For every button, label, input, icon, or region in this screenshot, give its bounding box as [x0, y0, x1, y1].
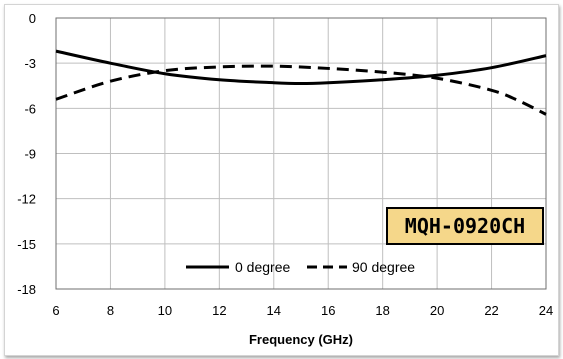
x-tick-label: 24 — [539, 303, 553, 318]
legend: 0 degree 90 degree — [186, 259, 415, 275]
model-badge-box — [386, 207, 544, 245]
x-tick-label: 22 — [484, 303, 498, 318]
x-axis-label: Frequency (GHz) — [249, 332, 353, 347]
series-line-0 — [55, 49, 547, 85]
y-tick-label: -6 — [24, 101, 36, 116]
y-tick-label: -18 — [17, 282, 36, 297]
y-tick-label: -12 — [17, 192, 36, 207]
x-tick-label: 12 — [212, 303, 226, 318]
model-badge-text: MQH-0920CH — [405, 214, 525, 238]
legend-label-90-degree: 90 degree — [352, 259, 415, 275]
y-tick-label: 0 — [29, 11, 36, 26]
plot-area-border — [55, 17, 547, 290]
y-axis-ticks: 0 -3 -6 -9 -12 -15 -18 — [17, 11, 36, 297]
legend-label-0-degree: 0 degree — [235, 259, 290, 275]
series-line-1 — [55, 64, 547, 116]
y-tick-label: -3 — [24, 56, 36, 71]
x-tick-label: 8 — [107, 303, 114, 318]
y-tick-label: -9 — [24, 147, 36, 162]
x-tick-label: 6 — [52, 303, 59, 318]
x-axis-ticks: 6 8 10 12 14 16 18 20 22 24 — [52, 303, 553, 318]
x-tick-label: 14 — [267, 303, 281, 318]
x-tick-label: 20 — [430, 303, 444, 318]
x-tick-label: 18 — [375, 303, 389, 318]
series-lines — [55, 49, 547, 116]
x-tick-label: 16 — [321, 303, 335, 318]
model-badge: MQH-0920CH — [386, 207, 544, 245]
y-tick-label: -15 — [17, 237, 36, 252]
x-tick-label: 10 — [158, 303, 172, 318]
grid — [55, 17, 547, 290]
